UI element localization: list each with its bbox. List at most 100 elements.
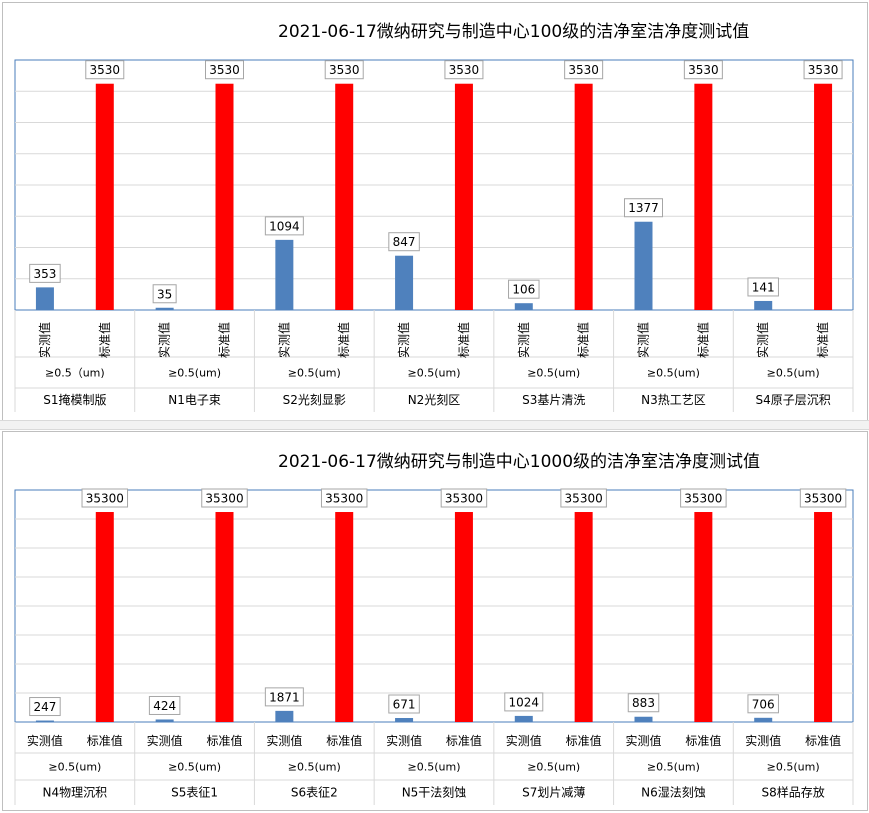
category-tick-label: 实测值 xyxy=(636,322,651,358)
data-label-box xyxy=(683,60,723,80)
data-label: 883 xyxy=(632,696,655,710)
data-label-box xyxy=(320,488,368,508)
particle-size-label: ≥0.5(um) xyxy=(647,761,700,774)
category-tick-label: 标准值 xyxy=(217,322,232,358)
particle-size-label: ≥0.5(um) xyxy=(408,761,461,774)
bar-standard xyxy=(454,512,473,722)
data-label: 671 xyxy=(393,698,416,712)
category-tick-label: 标准值 xyxy=(685,733,721,748)
data-label-box xyxy=(148,695,181,715)
category-tick-label: 实测值 xyxy=(157,322,172,358)
room-label: S7划片减薄 xyxy=(522,785,585,800)
data-label-box xyxy=(747,277,779,297)
category-tick-label: 实测值 xyxy=(745,733,781,748)
data-label-box xyxy=(388,232,420,252)
category-tick-label: 标准值 xyxy=(446,733,482,748)
bar-measured xyxy=(634,716,653,722)
room-label: N4物理沉积 xyxy=(43,786,108,800)
bar-standard xyxy=(814,83,833,310)
data-label: 1871 xyxy=(269,690,300,704)
data-label: 35 xyxy=(157,287,172,301)
category-tick-label: 实测值 xyxy=(27,733,63,748)
room-label: N2光刻区 xyxy=(408,393,461,407)
particle-size-label: ≥0.5(um) xyxy=(168,761,221,774)
data-label: 1024 xyxy=(509,695,540,709)
data-label: 1094 xyxy=(269,219,300,233)
category-tick-label: 标准值 xyxy=(815,322,830,358)
category-tick-label: 标准值 xyxy=(566,733,602,748)
particle-size-label: ≥0.5(um) xyxy=(647,367,700,380)
particle-size-label: ≥0.5(um) xyxy=(168,367,221,380)
data-label: 3530 xyxy=(688,63,719,77)
data-label-box xyxy=(29,263,61,283)
data-label: 847 xyxy=(393,235,416,249)
category-tick-label: 标准值 xyxy=(805,733,841,748)
category-tick-label: 实测值 xyxy=(147,733,183,748)
particle-size-label: ≥0.5(um) xyxy=(527,761,580,774)
room-label: N3热工艺区 xyxy=(641,393,706,407)
room-label: N5干法刻蚀 xyxy=(402,786,467,800)
data-label: 3530 xyxy=(808,63,839,77)
data-label: 35300 xyxy=(86,492,124,506)
particle-size-label: ≥0.5(um) xyxy=(767,761,820,774)
data-label-box xyxy=(564,60,604,80)
sheet-row-divider xyxy=(0,420,869,430)
bar-measured xyxy=(155,307,174,310)
category-tick-label: 标准值 xyxy=(87,733,123,748)
data-label: 35300 xyxy=(684,492,722,506)
bar-measured xyxy=(275,710,294,722)
data-label: 35300 xyxy=(325,492,363,506)
bar-measured xyxy=(275,239,294,310)
data-label: 35300 xyxy=(205,492,243,506)
bar-standard xyxy=(454,83,473,310)
room-label: S8样品存放 xyxy=(762,785,825,800)
bar-standard xyxy=(215,512,234,722)
bar-measured xyxy=(395,255,414,310)
category-tick-label: 标准值 xyxy=(97,322,112,358)
bar-standard xyxy=(335,83,354,310)
data-label: 3530 xyxy=(568,63,599,77)
chart-1000-class: 2021-06-17微纳研究与制造中心1000级的洁净室洁净度测试值 247 实测… xyxy=(0,425,869,813)
bar-standard xyxy=(215,83,234,310)
category-tick-label: 实测值 xyxy=(516,322,531,358)
data-label-box xyxy=(803,60,843,80)
data-label: 353 xyxy=(33,267,56,281)
data-label-box xyxy=(152,284,177,304)
data-label: 3530 xyxy=(329,63,360,77)
bar-standard xyxy=(95,512,114,722)
bar-measured xyxy=(395,718,414,722)
data-label-box xyxy=(264,216,304,236)
bar-measured xyxy=(634,221,653,310)
room-label: S5表征1 xyxy=(171,786,218,800)
category-tick-label: 标准值 xyxy=(206,733,242,748)
category-tick-label: 实测值 xyxy=(396,322,411,358)
category-tick-label: 实测值 xyxy=(755,322,770,358)
particle-size-label: ≥0.5(um) xyxy=(288,761,341,774)
data-label: 3530 xyxy=(209,63,240,77)
category-tick-label: 实测值 xyxy=(276,322,291,358)
category-tick-label: 标准值 xyxy=(695,322,710,358)
data-label: 3530 xyxy=(449,63,480,77)
data-label-box xyxy=(201,488,248,508)
data-label-box xyxy=(444,60,484,80)
data-label-box xyxy=(324,60,364,80)
bar-standard xyxy=(694,83,713,310)
data-label-box xyxy=(504,692,544,712)
chart-100-class: 2021-06-17微纳研究与制造中心100级的洁净室洁净度测试值 353 实测值… xyxy=(2,2,868,422)
particle-size-label: ≥0.5（um) xyxy=(45,367,105,380)
room-label: S3基片清洗 xyxy=(522,393,585,407)
category-tick-label: 标准值 xyxy=(326,733,362,748)
bar-standard xyxy=(574,83,593,310)
room-label: S2光刻显影 xyxy=(283,393,346,407)
room-label: N6湿法刻蚀 xyxy=(641,785,706,800)
data-label-box xyxy=(680,488,727,508)
data-label: 141 xyxy=(752,280,775,294)
data-label-box xyxy=(440,488,488,508)
bar-standard xyxy=(694,512,713,722)
data-label-box xyxy=(627,693,660,713)
data-label: 3530 xyxy=(90,63,121,77)
data-label: 706 xyxy=(752,697,775,711)
data-label-box xyxy=(264,687,304,707)
bar-measured xyxy=(514,303,533,310)
data-label-box xyxy=(508,279,540,299)
